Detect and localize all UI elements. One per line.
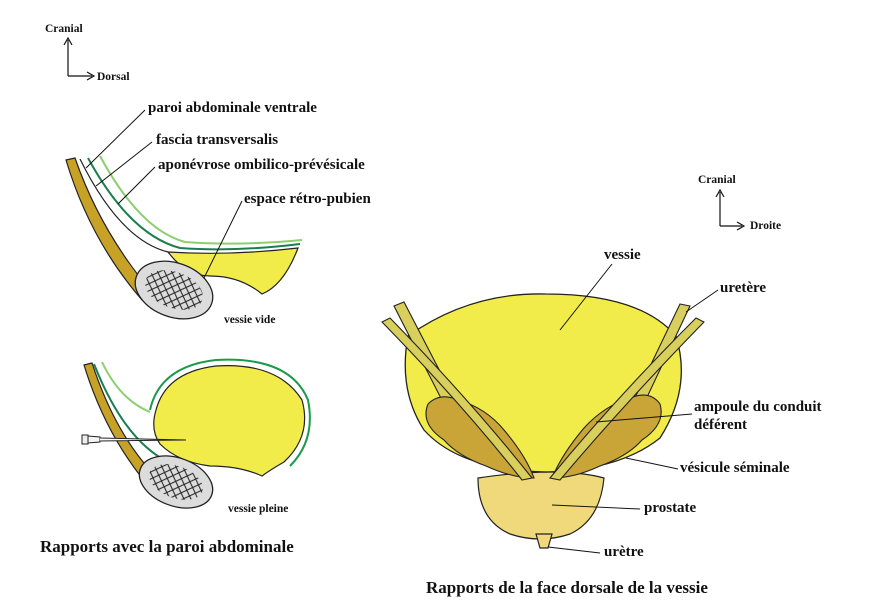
abdominal-wall-lower — [83, 362, 151, 479]
label-espace: espace rétro-pubien — [244, 191, 371, 207]
label-vessie: vessie — [604, 247, 641, 263]
dorsal-view-diagram — [381, 293, 705, 549]
full-bladder — [153, 365, 306, 477]
label-uretere: uretère — [720, 280, 766, 296]
right-axis-indicator: Cranial Droite — [698, 174, 781, 232]
left-axis-cranial: Cranial — [45, 23, 83, 35]
vas-deferens-left — [381, 317, 533, 481]
left-axis-indicator: Cranial Dorsal — [45, 23, 130, 83]
label-prostate: prostate — [644, 500, 697, 516]
right-caption: Rapports de la face dorsale de la vessie — [426, 578, 708, 597]
label-vessie-vide: vessie vide — [224, 314, 275, 326]
left-axis-dorsal: Dorsal — [97, 71, 130, 83]
full-bladder-diagram: vessie pleine — [81, 358, 311, 515]
label-vessie-pleine: vessie pleine — [228, 503, 288, 515]
prostate — [477, 471, 605, 540]
label-paroi: paroi abdominale ventrale — [148, 100, 317, 116]
label-aponevrose: aponévrose ombilico-prévésicale — [158, 157, 365, 173]
aponeurosis-line — [99, 155, 303, 245]
fascia-transversalis-line — [87, 157, 301, 251]
left-caption: Rapports avec la paroi abdominale — [40, 537, 294, 556]
vas-deferens-right — [548, 317, 705, 481]
label-ampoule-1: ampoule du conduit — [694, 399, 822, 415]
label-fascia: fascia transversalis — [156, 132, 278, 148]
label-uretre: urètre — [604, 544, 644, 560]
right-axis-droite: Droite — [750, 220, 781, 232]
urethra — [535, 533, 553, 549]
label-ampoule-2: déférent — [694, 417, 747, 433]
needle — [81, 434, 187, 445]
label-vesicule: vésicule séminale — [680, 460, 790, 476]
left-labels: paroi abdominale ventrale fascia transve… — [85, 100, 371, 279]
right-labels: vessie uretère ampoule du conduit défére… — [547, 247, 822, 560]
empty-bladder-diagram: vessie vide — [65, 155, 303, 326]
right-axis-cranial: Cranial — [698, 174, 736, 186]
